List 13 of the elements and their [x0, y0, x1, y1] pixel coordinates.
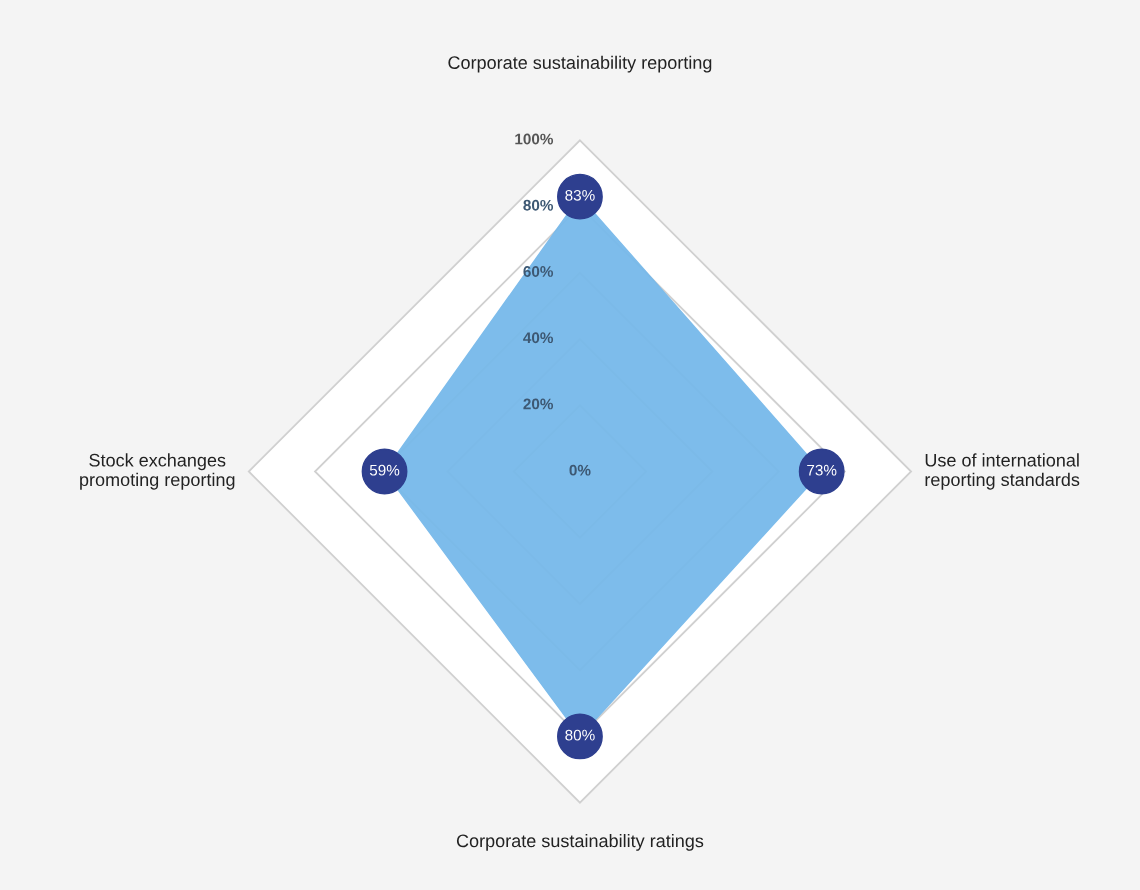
y-tick-label: 100%	[515, 133, 554, 145]
data-label: 59%	[369, 464, 400, 476]
y-tick-label: 80%	[523, 199, 554, 211]
spoke-label: Corporate sustainability ratings	[456, 833, 704, 851]
spoke-label: Corporate sustainability reporting	[448, 55, 712, 73]
data-label: 83%	[565, 189, 595, 201]
y-tick-label: 40%	[523, 332, 554, 344]
spoke-label: Use of international reporting standards	[925, 453, 1080, 490]
data-label: 73%	[807, 464, 837, 476]
data-label: 80%	[565, 729, 595, 741]
y-tick-label: 0%	[569, 464, 591, 476]
y-tick-label: 20%	[523, 398, 554, 410]
spoke-label: Stock exchanges promoting reporting	[80, 453, 235, 490]
